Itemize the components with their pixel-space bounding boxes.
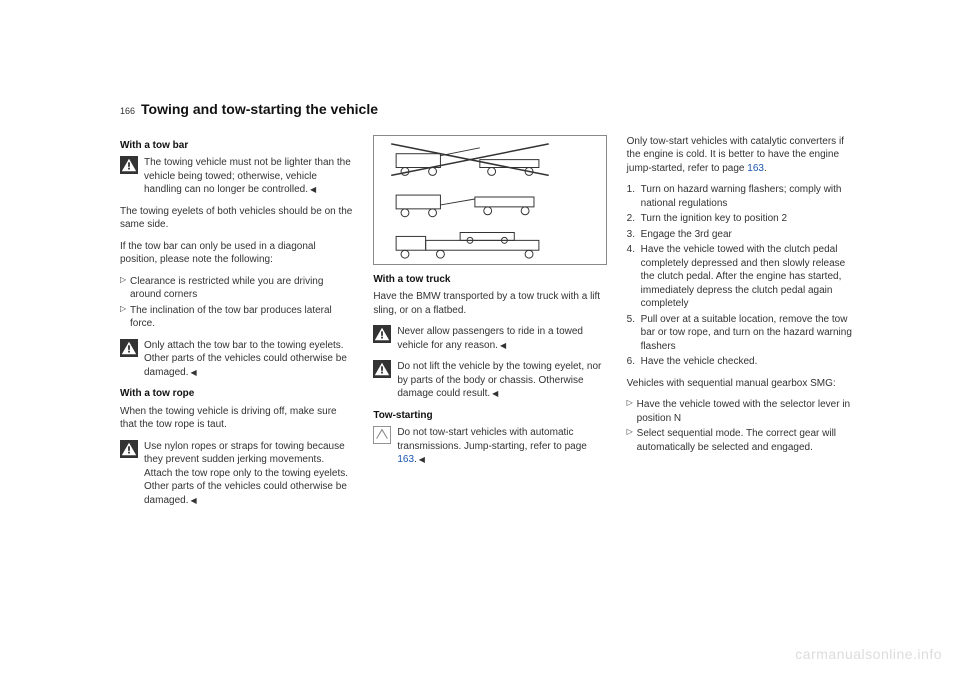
notice-text-pre: Do not tow-start vehicles with automatic… [397, 427, 587, 452]
list-number: 5. [627, 313, 635, 327]
page-title: Towing and tow-starting the vehicle [141, 100, 378, 119]
list-text: Have the vehicle checked. [641, 356, 758, 367]
list-text: Have the vehicle towed with the clutch p… [641, 244, 846, 309]
warning-notice: Never allow passengers to ride in a towe… [373, 325, 606, 352]
bullet-list: Have the vehicle towed with the selector… [627, 398, 860, 454]
list-item: 3. Engage the 3rd gear [627, 228, 860, 242]
list-number: 6. [627, 355, 635, 369]
notice-text-post: . [414, 454, 425, 465]
tow-truck-figure [373, 135, 606, 265]
list-item: 4. Have the vehicle towed with the clutch… [627, 243, 860, 311]
paragraph: Vehicles with sequential manual gearbox … [627, 377, 860, 391]
heading-tow-rope: With a tow rope [120, 387, 353, 401]
bullet-list: Clearance is restricted while you are dr… [120, 275, 353, 331]
notice-text: Never allow passengers to ride in a towe… [397, 325, 606, 352]
warning-icon [373, 360, 391, 378]
list-number: 4. [627, 243, 635, 257]
page-link[interactable]: 163 [397, 454, 414, 465]
list-text: Engage the 3rd gear [641, 229, 732, 240]
warning-icon [120, 156, 138, 174]
notice-text: The towing vehicle must not be lighter t… [144, 156, 353, 197]
paragraph: Only tow-start vehicles with catalytic c… [627, 135, 860, 176]
notice-text: Only attach the tow bar to the towing ey… [144, 339, 353, 380]
manual-page: 166 Towing and tow-starting the vehicle … [120, 100, 860, 515]
notice-text: Use nylon ropes or straps for towing bec… [144, 440, 353, 508]
heading-tow-bar: With a tow bar [120, 139, 353, 153]
warning-notice: Only attach the tow bar to the towing ey… [120, 339, 353, 380]
paragraph: The towing eyelets of both vehicles shou… [120, 205, 353, 232]
warning-notice: Do not lift the vehicle by the towing ey… [373, 360, 606, 401]
numbered-list: 1. Turn on hazard warning flashers; compl… [627, 183, 860, 369]
warning-icon [120, 440, 138, 458]
list-text: Pull over at a suitable location, remove… [641, 314, 852, 352]
warning-icon [120, 339, 138, 357]
list-text: Turn the ignition key to position 2 [641, 213, 787, 224]
list-item: 1. Turn on hazard warning flashers; compl… [627, 183, 860, 210]
info-notice: Do not tow-start vehicles with automatic… [373, 426, 606, 467]
list-item: Select sequential mode. The correct gear… [627, 427, 860, 454]
page-link[interactable]: 163 [747, 163, 764, 174]
heading-tow-starting: Tow-starting [373, 409, 606, 423]
list-item: 5. Pull over at a suitable location, remo… [627, 313, 860, 354]
watermark: carmanualsonline.info [795, 645, 942, 664]
notice-text: Do not lift the vehicle by the towing ey… [397, 360, 606, 401]
page-number: 166 [120, 105, 135, 117]
warning-notice: Use nylon ropes or straps for towing bec… [120, 440, 353, 508]
column-2: With a tow truck Have the BMW transporte… [373, 135, 606, 516]
list-text: Turn on hazard warning flashers; comply … [641, 184, 842, 209]
list-item: The inclination of the tow bar produces … [120, 304, 353, 331]
para-text-post: . [764, 163, 767, 174]
paragraph: Have the BMW transported by a tow truck … [373, 290, 606, 317]
list-number: 1. [627, 183, 635, 197]
column-3: Only tow-start vehicles with catalytic c… [627, 135, 860, 516]
list-item: Clearance is restricted while you are dr… [120, 275, 353, 302]
list-item: 6. Have the vehicle checked. [627, 355, 860, 369]
list-number: 2. [627, 212, 635, 226]
info-icon [373, 426, 391, 444]
list-item: 2. Turn the ignition key to position 2 [627, 212, 860, 226]
content-columns: With a tow bar The towing vehicle must n… [120, 135, 860, 516]
notice-text: Do not tow-start vehicles with automatic… [397, 426, 606, 467]
warning-icon [373, 325, 391, 343]
column-1: With a tow bar The towing vehicle must n… [120, 135, 353, 516]
para-text-pre: Only tow-start vehicles with catalytic c… [627, 136, 844, 174]
warning-notice: The towing vehicle must not be lighter t… [120, 156, 353, 197]
heading-tow-truck: With a tow truck [373, 273, 606, 287]
list-number: 3. [627, 228, 635, 242]
paragraph: If the tow bar can only be used in a dia… [120, 240, 353, 267]
list-item: Have the vehicle towed with the selector… [627, 398, 860, 425]
page-header: 166 Towing and tow-starting the vehicle [120, 100, 860, 119]
paragraph: When the towing vehicle is driving off, … [120, 405, 353, 432]
